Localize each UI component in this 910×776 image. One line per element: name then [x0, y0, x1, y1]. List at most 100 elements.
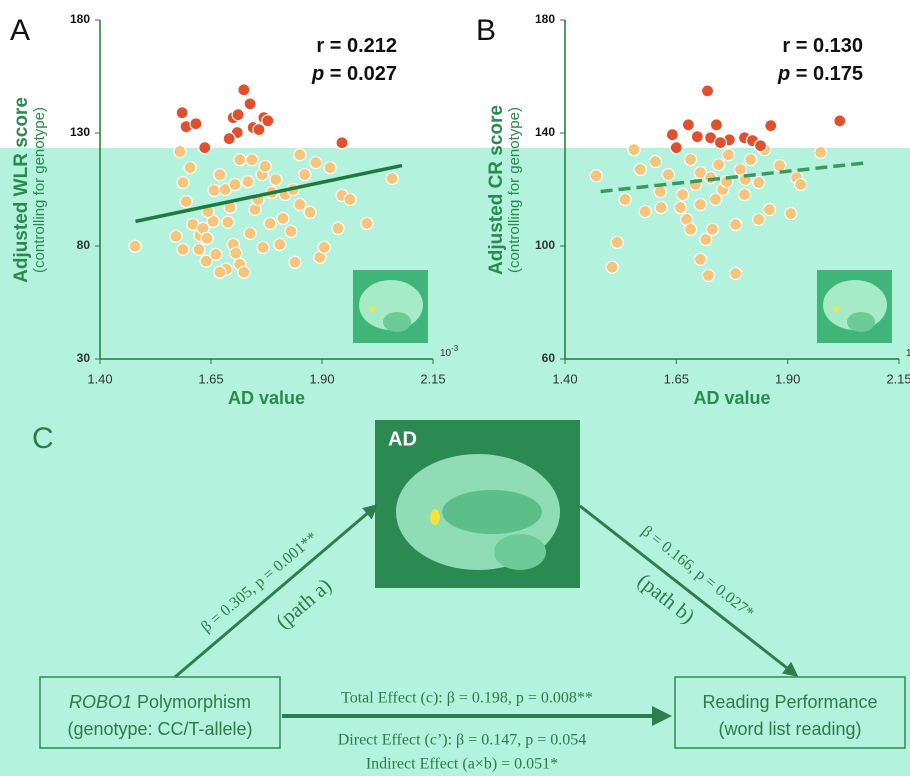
x-axis-title: AD value	[693, 388, 770, 408]
scatter-point	[730, 219, 742, 231]
scatter-point	[753, 213, 765, 225]
scatter-point	[755, 140, 767, 152]
x-tick-label: 1.40	[87, 371, 112, 386]
scatter-point	[722, 149, 734, 161]
scatter-point	[694, 198, 706, 210]
scatter-point	[193, 243, 205, 255]
scatter-point	[706, 223, 718, 235]
scatter-point	[244, 98, 256, 110]
scatter-point	[184, 162, 196, 174]
scatter-point	[177, 243, 189, 255]
scatter-point	[606, 261, 618, 273]
scatter-point	[815, 146, 827, 158]
scatter-point	[774, 159, 786, 171]
y-axis-subtitle: (controlling for genotype)	[506, 107, 523, 273]
multiplier-exponent: -3	[451, 344, 459, 353]
scatter-point	[619, 193, 631, 205]
y-tick-label: 180	[70, 12, 90, 26]
scatter-point	[299, 169, 311, 181]
scatter-point	[246, 154, 258, 166]
stat-value: = 0.130	[790, 35, 863, 57]
direct-effect: Direct Effect (c’): β = 0.147, p = 0.054	[338, 732, 586, 749]
scatter-point	[386, 172, 398, 184]
scatter-point	[222, 216, 234, 228]
scatter-point	[753, 176, 765, 188]
scatter-point	[232, 109, 244, 121]
scatter-point	[639, 206, 651, 218]
scatter-point	[834, 115, 846, 127]
stat-annotation: p = 0.027	[311, 63, 397, 85]
scatter-point	[257, 241, 269, 253]
multiplier-base: 10	[906, 348, 910, 359]
scatter-point	[670, 142, 682, 154]
scatter-point	[177, 176, 189, 188]
scatter-point	[738, 189, 750, 201]
scatter-point	[277, 212, 289, 224]
scatter-point	[785, 208, 797, 220]
multiplier-base: 10	[440, 348, 452, 359]
scatter-point	[262, 115, 274, 127]
y-axis-subtitle: (controlling for genotype)	[31, 107, 48, 273]
y-axis-title: Adjusted WLR score	[11, 97, 32, 283]
scatter-point	[294, 198, 306, 210]
stat-symbol: r	[316, 35, 324, 57]
x-tick-label: 1.90	[309, 371, 334, 386]
outcome-detail: (word list reading)	[718, 719, 861, 739]
x-tick-label: 2.15	[886, 371, 910, 386]
scatter-point	[199, 142, 211, 154]
scatter-point	[685, 223, 697, 235]
stat-annotation: r = 0.130	[782, 35, 863, 57]
scatter-point	[174, 146, 186, 158]
scatter-point	[590, 170, 602, 182]
scatter-point	[214, 266, 226, 278]
y-tick-label: 140	[535, 125, 555, 139]
predictor-detail: (genotype: CC/T-allele)	[67, 719, 252, 739]
scatter-point	[332, 222, 344, 234]
total-effect: Total Effect (c): β = 0.198, p = 0.008**	[341, 690, 593, 707]
stat-value: = 0.027	[324, 63, 397, 85]
scatter-point	[274, 238, 286, 250]
y-tick-label: 180	[535, 12, 555, 26]
scatter-point	[702, 85, 714, 97]
stat-annotation: r = 0.212	[316, 35, 397, 57]
scatter-point	[691, 131, 703, 143]
scatter-point	[238, 266, 250, 278]
scatter-point	[238, 84, 250, 96]
figure: A30801301801.401.651.902.1510-3AD valueA…	[0, 0, 910, 776]
scatter-point	[745, 154, 757, 166]
brain-image	[494, 534, 546, 570]
scatter-point	[129, 240, 141, 252]
stat-symbol: p	[311, 63, 324, 85]
predictor-label: ROBO1 Polymorphism	[69, 692, 251, 712]
y-tick-label: 60	[542, 351, 556, 365]
stat-symbol: r	[782, 35, 790, 57]
scatter-point	[230, 247, 242, 259]
scatter-point	[685, 154, 697, 166]
scatter-point	[264, 217, 276, 229]
scatter-point	[304, 206, 316, 218]
scatter-point	[324, 162, 336, 174]
stat-value: = 0.175	[790, 63, 863, 85]
scatter-point	[694, 253, 706, 265]
y-tick-label: 30	[77, 351, 91, 365]
panel-label: A	[10, 14, 30, 47]
indirect-effect: Indirect Effect (a×b) = 0.051*	[366, 756, 558, 773]
scatter-point	[628, 144, 640, 156]
scatter-point	[336, 137, 348, 149]
scatter-point	[229, 179, 241, 191]
inset-brain	[847, 312, 875, 332]
scatter-point	[763, 204, 775, 216]
gene-name: ROBO1	[69, 692, 132, 712]
predictor-name: Polymorphism	[132, 692, 251, 712]
scatter-point	[344, 193, 356, 205]
x-tick-label: 2.15	[420, 371, 445, 386]
inset-brain	[383, 312, 411, 332]
x-tick-label: 1.65	[198, 371, 223, 386]
y-tick-label: 80	[77, 238, 91, 252]
mediator-label: AD	[388, 428, 417, 450]
scatter-point	[242, 176, 254, 188]
stat-value: = 0.212	[324, 35, 397, 57]
scatter-point	[208, 184, 220, 196]
x-tick-label: 1.90	[775, 371, 800, 386]
scatter-point	[201, 232, 213, 244]
